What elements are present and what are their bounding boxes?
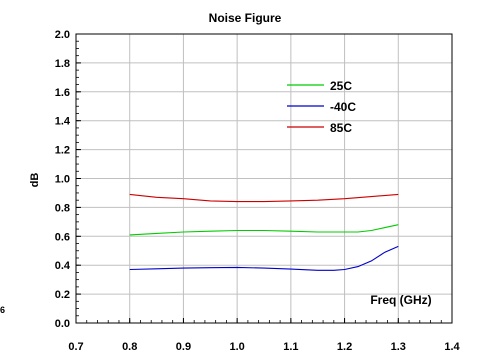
y-tick-label: 1.4 — [55, 116, 71, 128]
freq-annotation: Freq (GHz) — [370, 293, 431, 307]
y-tick-label: 0.0 — [55, 318, 70, 330]
y-tick-label: 0.4 — [55, 260, 71, 272]
x-tick-label: 1.2 — [337, 341, 352, 353]
x-tick-labels: 0.7 0.8 0.9 1.0 1.1 1.2 1.3 1.4 — [68, 341, 460, 353]
legend: 25C -40C 85C — [287, 79, 356, 135]
legend-label: 25C — [330, 79, 352, 93]
y-tick-label: 1.8 — [55, 58, 70, 70]
series-line-85C — [129, 193, 399, 203]
grid — [76, 34, 452, 323]
legend-label: -40C — [330, 100, 356, 114]
legend-label: 85C — [330, 121, 352, 135]
margin-text: 6 — [0, 305, 6, 315]
chart-title: Noise Figure — [209, 11, 282, 25]
x-tick-label: 0.9 — [176, 341, 191, 353]
y-tick-label: 2.0 — [55, 29, 70, 41]
x-tick-label: 1.0 — [229, 341, 244, 353]
x-tick-label: 0.7 — [68, 341, 83, 353]
x-tick-label: 1.4 — [444, 341, 460, 353]
y-tick-label: 0.2 — [55, 289, 70, 301]
plot-frame — [75, 33, 453, 324]
series-line--40C — [129, 245, 399, 271]
y-tick-labels: 0.0 0.2 0.4 0.6 0.8 1.0 1.2 1.4 1.6 1.8 2.0 — [55, 29, 71, 330]
x-tick-label: 1.1 — [283, 341, 298, 353]
x-tick-label: 0.8 — [122, 341, 137, 353]
series-lines — [129, 193, 399, 271]
series-line-25C — [129, 224, 399, 236]
y-axis-label: dB — [29, 173, 41, 188]
y-tick-label: 1.6 — [55, 87, 70, 99]
y-tick-label: 1.2 — [55, 145, 70, 157]
x-tick-label: 1.3 — [391, 341, 406, 353]
y-tick-label: 0.8 — [55, 202, 70, 214]
y-tick-label: 0.6 — [55, 231, 70, 243]
y-tick-label: 1.0 — [55, 174, 70, 186]
